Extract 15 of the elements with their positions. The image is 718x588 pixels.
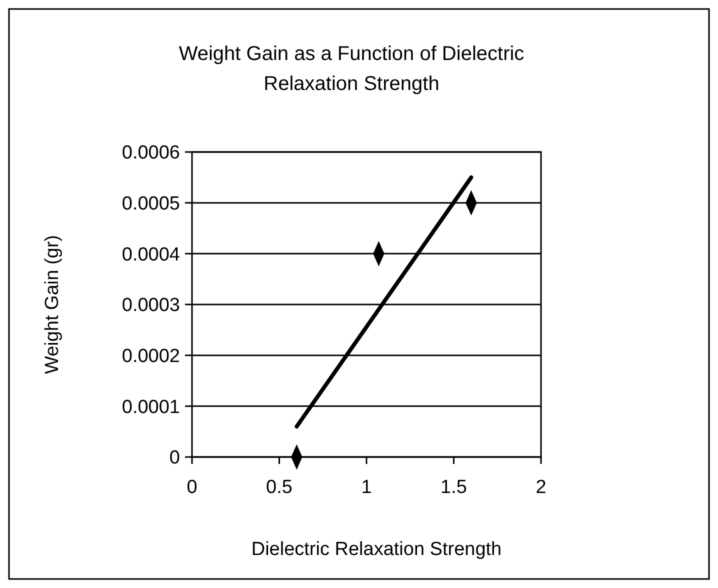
y-tick-label: 0 [169,448,180,469]
y-tick-label: 0.0004 [122,244,180,266]
y-tick-label: 0.0002 [122,346,180,367]
x-tick-label: 0.5 [266,477,292,498]
x-axis-title: Dielectric Relaxation Strength [251,539,502,560]
x-tick-label: 2 [536,477,546,498]
y-tick-label: 0.0003 [122,295,180,316]
y-axis-title: Weight Gain (gr) [42,234,63,374]
y-tick-label: 0.0001 [122,396,180,418]
x-tick-label: 0 [186,477,198,498]
y-tick-label: 0.0006 [122,142,180,164]
chart-title: Weight Gain as a Function of Dielectric Relaxation Strength [178,43,524,95]
x-tick-label: 1.5 [440,477,467,498]
y-tick-label: 0.0005 [122,193,180,214]
x-tick-label: 1 [361,477,372,498]
